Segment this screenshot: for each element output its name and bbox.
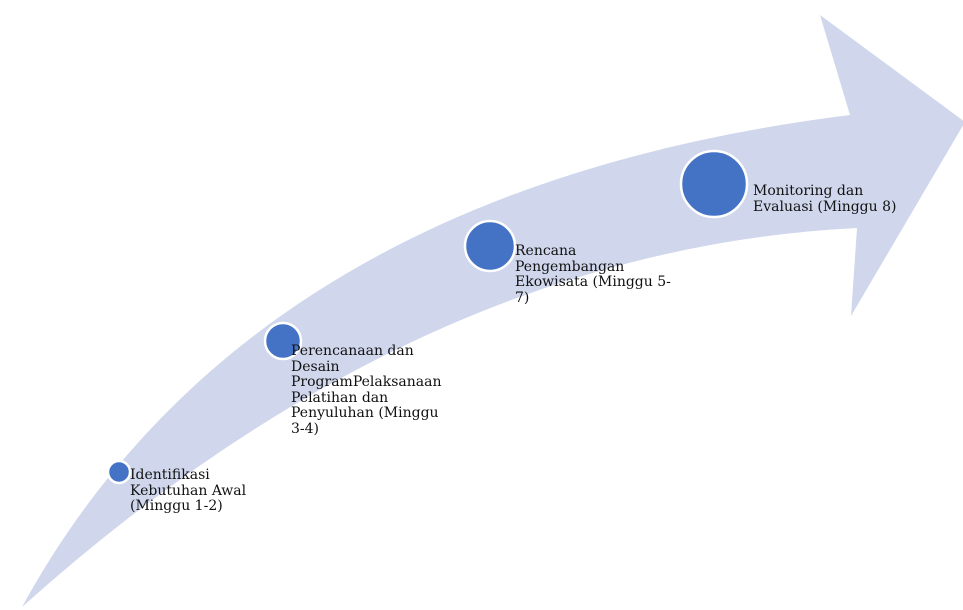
stage-label-4: Monitoring dan Evaluasi (Minggu 8) bbox=[753, 183, 897, 215]
curved-arrow-shape bbox=[22, 15, 963, 607]
stage-marker-3 bbox=[463, 219, 517, 273]
stage-label-1: Identifikasi Kebutuhan Awal (Minggu 1-2) bbox=[130, 467, 247, 514]
stage-marker-1 bbox=[106, 459, 132, 485]
stage-marker-4 bbox=[679, 149, 749, 219]
stage-label-3: Rencana Pengembangan Ekowisata (Minggu 5… bbox=[515, 243, 671, 306]
stage-label-2: Perencanaan dan Desain ProgramPelaksanaa… bbox=[291, 343, 442, 437]
stage-marker-2 bbox=[263, 321, 303, 361]
